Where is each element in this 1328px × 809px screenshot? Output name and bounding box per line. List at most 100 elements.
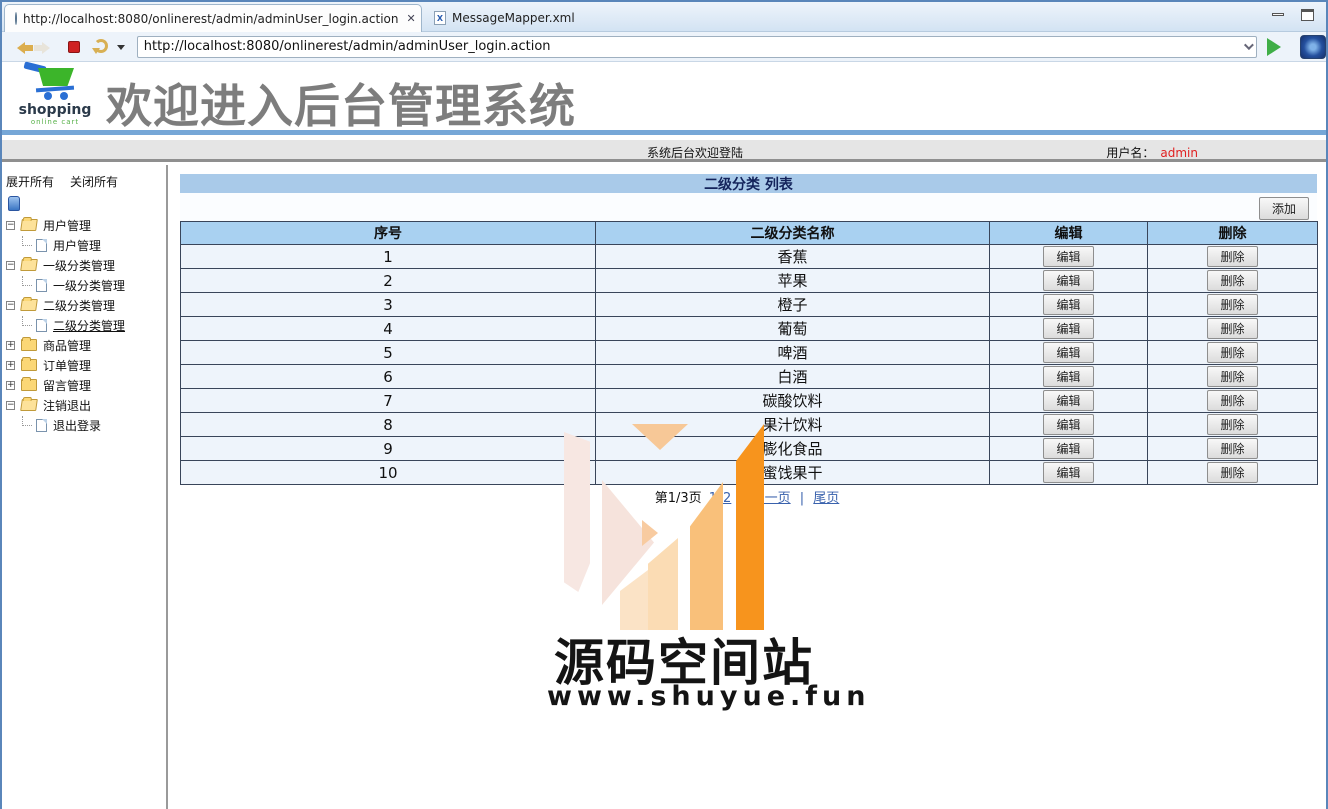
cell-edit: 编辑	[989, 388, 1148, 413]
expand-toggle-icon[interactable]: +	[6, 379, 15, 390]
tree-item-folder[interactable]: − 二级分类管理	[6, 298, 116, 313]
collapse-toggle-icon[interactable]: −	[6, 399, 15, 410]
table-row: 10 蜜饯果干 编辑 删除	[180, 460, 1318, 485]
tab-admin-login[interactable]: http://localhost:8080/onlinerest/admin/a…	[4, 4, 422, 32]
cell-category-name: 白酒	[595, 364, 990, 389]
table-row: 9 膨化食品 编辑 删除	[180, 436, 1318, 461]
tree-item-leaf[interactable]: 一级分类管理	[6, 275, 162, 295]
table-row: 8 果汁饮料 编辑 删除	[180, 412, 1318, 437]
cell-category-name: 碳酸饮料	[595, 388, 990, 413]
tree-item-folder[interactable]: + 商品管理	[6, 337, 92, 353]
cell-delete: 删除	[1147, 436, 1318, 461]
delete-button[interactable]: 删除	[1207, 390, 1258, 411]
edit-button[interactable]: 编辑	[1043, 318, 1094, 339]
delete-button[interactable]: 删除	[1207, 342, 1258, 363]
tree-item-folder[interactable]: − 注销退出	[6, 398, 92, 413]
col-header-edit: 编辑	[989, 221, 1148, 245]
cell-edit: 编辑	[989, 340, 1148, 365]
tree-item-leaf[interactable]: 二级分类管理	[6, 315, 162, 335]
edit-button[interactable]: 编辑	[1043, 294, 1094, 315]
delete-button[interactable]: 删除	[1207, 366, 1258, 387]
tree-item-leaf[interactable]: 退出登录	[6, 415, 162, 435]
back-button[interactable]	[10, 38, 33, 56]
forward-icon	[34, 41, 56, 54]
tree-item-folder[interactable]: − 用户管理	[6, 218, 92, 233]
expand-all-link[interactable]: 展开所有	[6, 175, 55, 189]
delete-button[interactable]: 删除	[1207, 246, 1258, 267]
tab-messagemapper[interactable]: X MessageMapper.xml	[424, 4, 585, 32]
tree-item-folder[interactable]: + 订单管理	[6, 357, 92, 373]
tree-item-folder[interactable]: + 留言管理	[6, 377, 92, 393]
collapse-toggle-icon[interactable]: −	[6, 299, 15, 310]
delete-button[interactable]: 删除	[1207, 270, 1258, 291]
folder-icon	[20, 399, 38, 411]
cell-no: 9	[180, 436, 596, 461]
tree-controls: 展开所有 关闭所有	[6, 173, 162, 190]
edit-button[interactable]: 编辑	[1043, 366, 1094, 387]
edit-button[interactable]: 编辑	[1043, 390, 1094, 411]
go-button[interactable]	[1267, 37, 1290, 56]
back-icon	[11, 41, 33, 54]
table-row: 6 白酒 编辑 删除	[180, 364, 1318, 389]
cell-category-name: 香蕉	[595, 244, 990, 269]
cell-delete: 删除	[1147, 388, 1318, 413]
folder-icon	[21, 377, 37, 391]
edit-button[interactable]: 编辑	[1043, 462, 1094, 483]
delete-button[interactable]: 删除	[1207, 294, 1258, 315]
delete-button[interactable]: 删除	[1207, 462, 1258, 483]
tab-strip: http://localhost:8080/onlinerest/admin/a…	[2, 2, 1326, 32]
sidebar: 展开所有 关闭所有 − 用户管理用户管理 − 一级分类管理一级分类管理 − 二级分类管理二…	[2, 165, 168, 809]
list-title: 二级分类 列表	[704, 176, 793, 193]
expand-toggle-icon[interactable]: +	[6, 359, 15, 370]
stop-button[interactable]	[65, 38, 85, 56]
folder-icon	[20, 299, 38, 311]
collapse-toggle-icon[interactable]: −	[6, 219, 15, 230]
tree-item-leaf[interactable]: 用户管理	[6, 235, 162, 255]
add-button[interactable]: 添加	[1258, 197, 1309, 220]
cell-delete: 删除	[1147, 460, 1318, 485]
cell-edit: 编辑	[989, 364, 1148, 389]
list-title-bar: 二级分类 列表	[180, 174, 1317, 193]
internal-browser-icon[interactable]	[1300, 34, 1326, 59]
edit-button[interactable]: 编辑	[1043, 414, 1094, 435]
shopping-logo: shopping online cart	[16, 61, 94, 128]
maximize-button[interactable]	[1300, 9, 1316, 22]
welcome-message: 系统后台欢迎登陆	[647, 146, 744, 160]
folder-icon	[20, 259, 38, 271]
url-input[interactable]	[137, 39, 1239, 54]
last-page-link[interactable]: 尾页	[813, 491, 840, 506]
cell-delete: 删除	[1147, 292, 1318, 317]
delete-button[interactable]: 删除	[1207, 438, 1258, 459]
forward-button[interactable]	[34, 38, 58, 56]
edit-button[interactable]: 编辑	[1043, 270, 1094, 291]
page-link[interactable]: 1	[708, 491, 718, 506]
minimize-button[interactable]	[1270, 9, 1286, 22]
edit-button[interactable]: 编辑	[1043, 246, 1094, 267]
site-header: shopping online cart 欢迎进入后台管理系统	[2, 61, 1326, 133]
cell-category-name: 苹果	[595, 268, 990, 293]
edit-button[interactable]: 编辑	[1043, 342, 1094, 363]
tree-item-folder[interactable]: − 一级分类管理	[6, 258, 116, 273]
delete-button[interactable]: 删除	[1207, 318, 1258, 339]
address-bar	[136, 35, 1258, 58]
delete-button[interactable]: 删除	[1207, 414, 1258, 435]
close-icon[interactable]: ✕	[406, 12, 416, 25]
url-history-dropdown[interactable]	[1238, 37, 1256, 57]
expand-toggle-icon[interactable]: +	[6, 339, 15, 350]
refresh-button[interactable]	[92, 38, 113, 56]
page-link[interactable]: 2	[723, 491, 732, 506]
page-link[interactable]: 3	[737, 491, 746, 506]
cell-edit: 编辑	[989, 412, 1148, 437]
main-panel: 二级分类 列表 添加 序号 二级分类名称 编辑 删除 1 香蕉 编辑 删除 2 苹果 编辑删…	[180, 165, 1318, 809]
collapse-toggle-icon[interactable]: −	[6, 259, 15, 270]
stop-icon	[68, 40, 81, 53]
nav-dropdown-icon[interactable]	[116, 45, 125, 54]
folder-icon	[21, 337, 37, 351]
globe-icon	[15, 12, 17, 25]
collapse-all-link[interactable]: 关闭所有	[70, 175, 119, 189]
edit-button[interactable]: 编辑	[1043, 438, 1094, 459]
page-link[interactable]: 下一页	[751, 491, 791, 506]
cell-delete: 删除	[1147, 412, 1318, 437]
folder-icon	[21, 357, 37, 371]
cell-edit: 编辑	[989, 292, 1148, 317]
